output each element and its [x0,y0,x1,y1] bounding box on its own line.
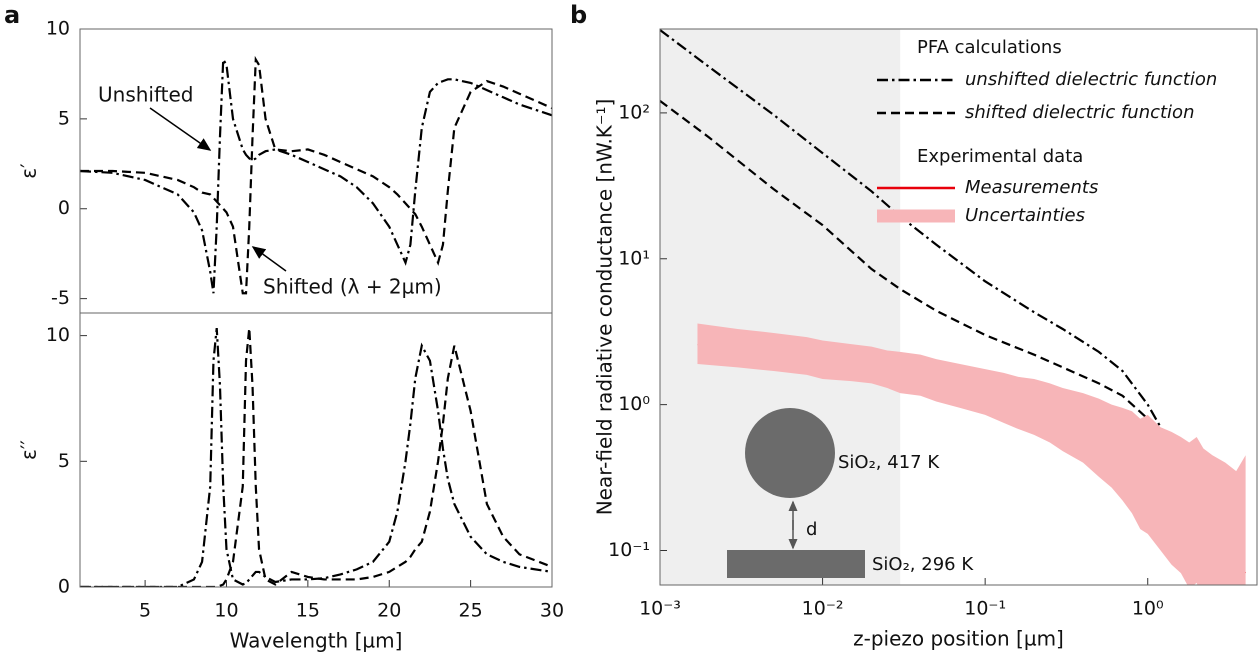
plot-area [80,327,552,587]
axes-frame [79,28,553,314]
y-tick-label: 0 [58,197,70,219]
inset-label: SiO₂, 296 K [872,554,974,575]
legend-group: PFA calculations [917,37,1062,58]
x-tick-label: 15 [296,600,320,622]
x-tick-label: 30 [540,600,564,622]
y-tick-label: 10² [618,101,650,123]
series-line [80,327,552,587]
y-tick-label: 10⁻¹ [608,539,650,561]
plot-area [80,55,552,295]
annotation-arrow [149,107,212,151]
axes-frame [79,312,553,588]
x-tick-label: 10⁰ [1132,598,1164,620]
legend-label: Uncertainties [965,205,1085,226]
series-line [80,55,552,294]
y-axis-label: ε′ [17,163,41,179]
y-axis-label: Near-field radiative conductance [nW.K⁻¹… [593,99,617,516]
x-axis-label: Wavelength [µm] [230,629,403,653]
x-tick-label: 5 [139,600,151,622]
legend-group: Experimental data [917,146,1083,167]
series-line [80,55,552,295]
panel-label: a [4,1,20,29]
y-tick-label: 5 [58,107,70,129]
annotation: Shifted (λ + 2µm) [263,275,442,299]
panel-label: b [570,1,587,29]
legend-label: shifted dielectric function [965,102,1194,123]
y-tick-label: 5 [58,450,70,472]
y-tick-label: -5 [51,287,70,309]
shaded-region [660,29,901,585]
x-tick-label: 10⁻³ [639,598,681,620]
axes-frame [659,28,1258,586]
y-axis-label: ε′′ [17,440,41,460]
y-tick-label: 10 [46,18,70,40]
series-line [660,29,1217,585]
legend-label: Measurements [965,177,1098,198]
y-tick-label: 0 [58,576,70,598]
series-line [80,327,552,587]
y-tick-label: 10 [46,324,70,346]
legend-label: unshifted dielectric function [965,69,1217,90]
annotation-arrow [251,246,287,272]
inset-label: SiO₂, 417 K [838,452,940,473]
x-tick-label: 10⁻² [802,598,844,620]
y-tick-label: 10¹ [618,247,650,269]
inset-label: d [806,519,817,540]
annotation: Unshifted [98,83,194,107]
x-tick-label: 10 [214,600,238,622]
x-axis-label: z-piezo position [µm] [853,627,1064,651]
sphere [745,408,835,498]
x-tick-label: 20 [377,600,401,622]
y-tick-label: 10⁰ [618,393,650,415]
x-tick-label: 25 [459,600,483,622]
plate [727,550,865,578]
uncertainty-band [697,323,1246,585]
x-tick-label: 10⁻¹ [964,598,1006,620]
